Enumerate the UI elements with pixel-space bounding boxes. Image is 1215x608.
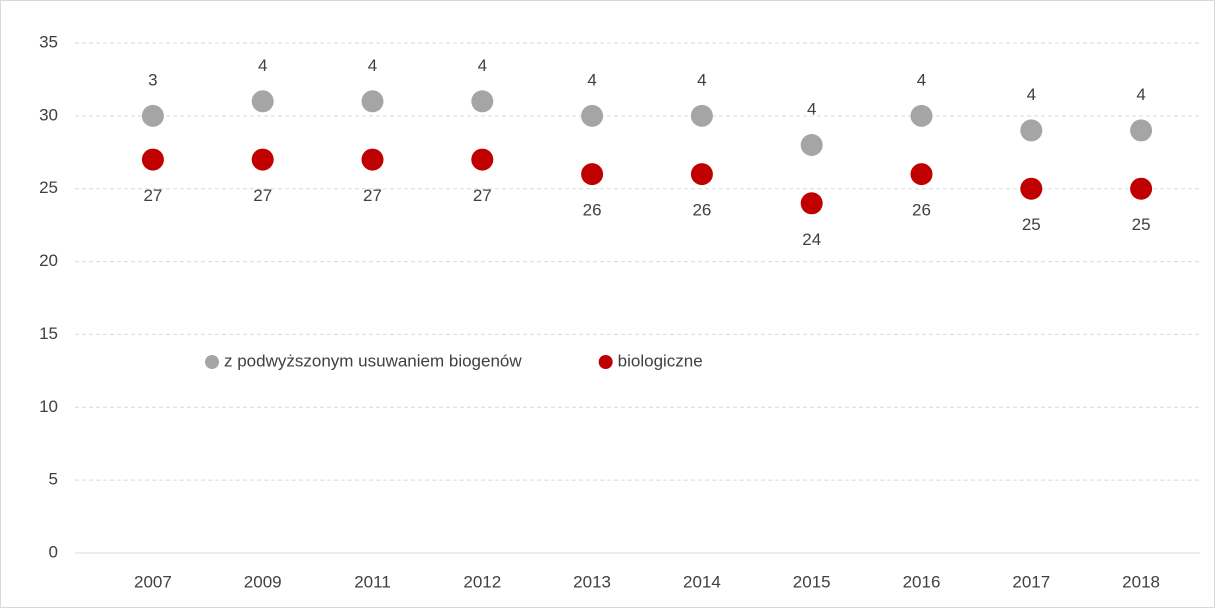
data-point xyxy=(690,104,713,127)
data-point xyxy=(141,104,164,127)
data-point xyxy=(1130,119,1153,142)
x-tick-label: 2009 xyxy=(244,572,282,591)
data-label: 26 xyxy=(692,201,711,220)
data-point xyxy=(361,148,384,171)
x-tick-label: 2011 xyxy=(354,572,391,591)
data-point xyxy=(251,90,274,113)
data-label: 27 xyxy=(143,186,162,205)
y-tick-label: 10 xyxy=(39,397,58,416)
y-tick-label: 5 xyxy=(49,470,58,489)
x-tick-label: 2014 xyxy=(683,572,721,591)
legend-marker xyxy=(598,355,613,369)
x-tick-label: 2018 xyxy=(1122,572,1160,591)
y-tick-label: 15 xyxy=(39,324,58,343)
data-point xyxy=(251,148,274,171)
y-tick-label: 0 xyxy=(49,542,58,561)
data-label: 25 xyxy=(1132,215,1151,234)
data-point xyxy=(471,90,494,113)
legend-label: biologiczne xyxy=(618,351,703,370)
x-tick-label: 2013 xyxy=(573,572,611,591)
data-point xyxy=(910,163,933,186)
x-tick-label: 2007 xyxy=(134,572,172,591)
data-point xyxy=(800,192,823,215)
data-label: 26 xyxy=(912,201,931,220)
data-point xyxy=(361,90,384,113)
data-point xyxy=(1020,177,1043,200)
x-tick-label: 2017 xyxy=(1012,572,1050,591)
data-label: 4 xyxy=(587,70,596,89)
data-point xyxy=(141,148,164,171)
data-label: 27 xyxy=(473,186,492,205)
data-point xyxy=(471,148,494,171)
data-label: 4 xyxy=(1136,85,1145,104)
legend-label: z podwyższonym usuwaniem biogenów xyxy=(224,351,522,370)
data-point xyxy=(800,134,823,156)
x-tick-label: 2012 xyxy=(463,572,501,591)
y-tick-label: 35 xyxy=(39,32,58,51)
data-point xyxy=(1020,119,1043,142)
data-label: 27 xyxy=(363,186,382,205)
data-label: 4 xyxy=(807,99,816,118)
data-label: 4 xyxy=(917,70,926,89)
x-tick-label: 2015 xyxy=(793,572,831,591)
data-label: 25 xyxy=(1022,215,1041,234)
data-point xyxy=(581,163,604,186)
data-label: 24 xyxy=(802,230,821,249)
data-point xyxy=(910,104,933,127)
y-tick-label: 30 xyxy=(39,105,58,124)
data-point xyxy=(1130,177,1153,200)
data-label: 4 xyxy=(258,56,267,75)
y-tick-label: 25 xyxy=(39,178,58,197)
data-label: 4 xyxy=(1027,85,1036,104)
data-label: 26 xyxy=(583,201,602,220)
x-tick-label: 2016 xyxy=(903,572,941,591)
legend-marker xyxy=(205,355,219,369)
data-label: 3 xyxy=(148,70,157,89)
y-tick-label: 20 xyxy=(39,251,58,270)
data-label: 27 xyxy=(253,186,272,205)
data-label: 4 xyxy=(697,70,706,89)
data-point xyxy=(581,104,604,127)
data-label: 4 xyxy=(478,56,487,75)
data-label: 4 xyxy=(368,56,377,75)
data-point xyxy=(690,163,713,186)
